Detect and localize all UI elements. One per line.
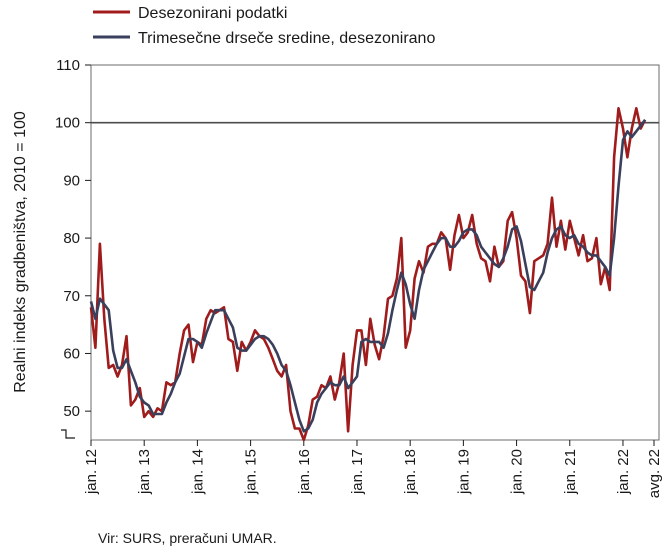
- y-axis: 50 60 70 80 90 100 110: [55, 57, 91, 420]
- y-tick-label: 50: [63, 403, 80, 420]
- x-tick-label: avg. 22: [646, 449, 663, 498]
- x-tick-label: jan. 17: [349, 449, 366, 495]
- x-axis: jan. 12 jan. 13 jan. 14 jan. 15 jan. 16 jan. …: [83, 440, 663, 498]
- y-tick-label: 60: [63, 345, 80, 362]
- y-axis-title: Realni indeks gradbeništva, 2010 = 100: [12, 111, 29, 393]
- x-tick-label: jan. 22: [615, 449, 632, 495]
- legend-label-series-1: Trimesečne drseče sredine, desezonirano: [138, 30, 435, 47]
- legend-label-series-0: Desezonirani podatki: [138, 5, 287, 22]
- source-note: Vir: SURS, preračuni UMAR.: [98, 530, 277, 546]
- plot-frame: [90, 64, 660, 441]
- y-axis-break-icon: [61, 429, 75, 439]
- x-tick-label: jan. 18: [402, 449, 419, 495]
- y-tick-label: 90: [63, 172, 80, 189]
- x-tick-label: jan. 20: [509, 449, 526, 495]
- y-tick-label: 110: [56, 57, 80, 74]
- x-tick-label: jan. 19: [455, 449, 472, 495]
- x-tick-label: jan. 21: [562, 449, 579, 495]
- x-tick-label: jan. 14: [189, 449, 206, 495]
- y-tick-label: 70: [63, 288, 80, 305]
- legend: Desezonirani podatki Trimesečne drseče s…: [93, 5, 435, 47]
- y-tick-label: 80: [63, 230, 80, 247]
- series-line-0: [89, 107, 647, 442]
- x-tick-label: jan. 16: [296, 449, 313, 495]
- x-tick-label: jan. 12: [83, 449, 100, 495]
- y-tick-label: 100: [55, 115, 80, 132]
- series-line-1: [89, 119, 647, 433]
- series-layer: [89, 107, 647, 442]
- x-tick-label: jan. 13: [136, 449, 153, 495]
- x-tick-label: jan. 15: [243, 449, 260, 495]
